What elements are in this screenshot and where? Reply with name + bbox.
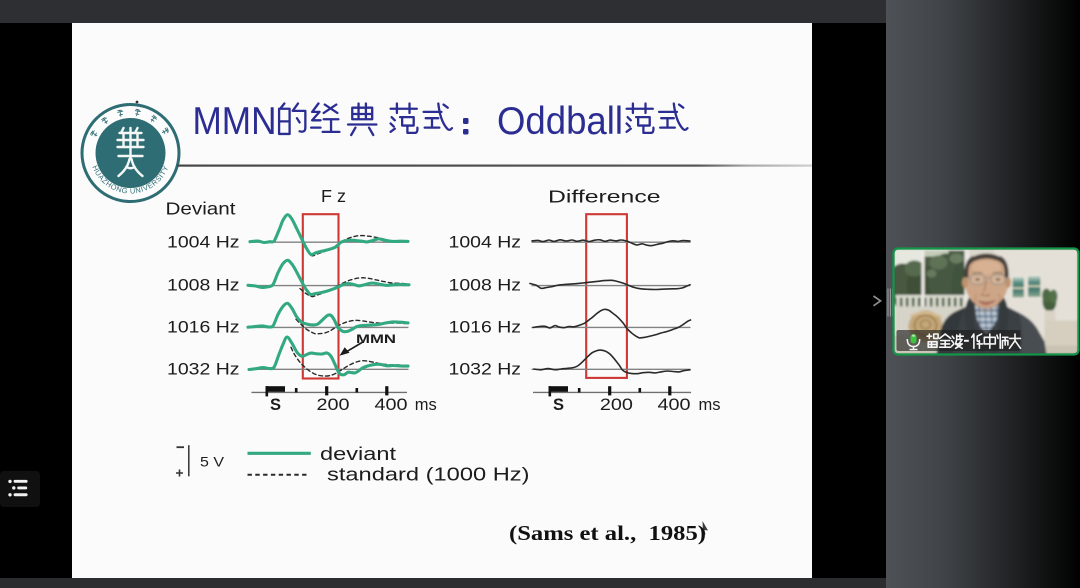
svg-text:1004 Hz: 1004 Hz: [449, 233, 522, 251]
svg-text:Difference: Difference: [548, 187, 661, 207]
svg-text:1016 Hz: 1016 Hz: [167, 319, 240, 337]
svg-text:1016 Hz: 1016 Hz: [449, 319, 522, 337]
svg-text:400: 400: [658, 396, 691, 414]
svg-text:deviant: deviant: [320, 444, 396, 464]
svg-text:standard (1000 Hz): standard (1000 Hz): [327, 465, 530, 485]
svg-text:MMN: MMN: [356, 332, 396, 346]
svg-text:200: 200: [600, 396, 633, 414]
svg-text:ms: ms: [699, 396, 721, 414]
svg-text:1008 Hz: 1008 Hz: [167, 277, 240, 295]
svg-text:1004 Hz: 1004 Hz: [167, 233, 240, 251]
svg-text:Deviant: Deviant: [166, 199, 236, 219]
svg-text:1032 Hz: 1032 Hz: [449, 360, 522, 378]
svg-text:ms: ms: [415, 396, 437, 414]
svg-text:S: S: [553, 396, 564, 414]
svg-text:MMN: MMN: [193, 100, 277, 143]
svg-text:1008 Hz: 1008 Hz: [449, 277, 522, 295]
svg-text:Oddball: Oddball: [497, 100, 623, 143]
svg-text:F z: F z: [321, 186, 346, 206]
svg-text:1032 Hz: 1032 Hz: [167, 360, 240, 378]
svg-text:200: 200: [317, 396, 350, 414]
svg-text:400: 400: [375, 396, 408, 414]
svg-text:(Sams et al., 1985): (Sams et al., 1985): [509, 521, 706, 545]
svg-text:S: S: [270, 396, 281, 414]
svg-text:5 V: 5 V: [200, 454, 225, 470]
